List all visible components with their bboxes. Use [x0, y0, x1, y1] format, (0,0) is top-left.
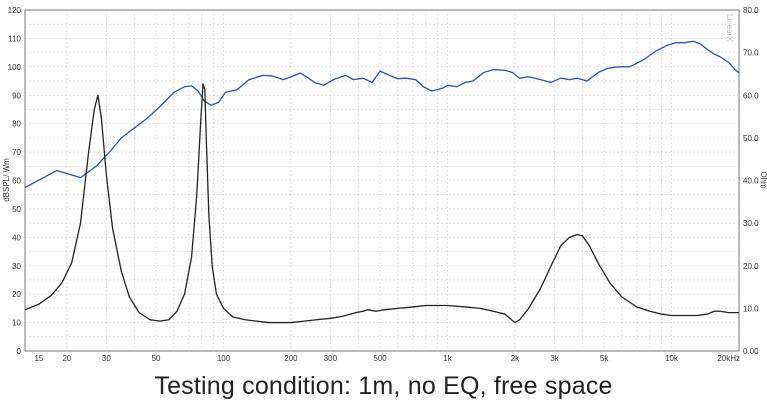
left-tick-label: 30: [12, 262, 21, 271]
series-line-impedance: [24, 83, 739, 324]
left-tick-label: 120: [8, 6, 22, 15]
left-tick-label: 110: [8, 34, 21, 43]
left-tick-label: 60: [12, 177, 21, 186]
left-axis-label: dBSPL/ Wm: [2, 158, 11, 202]
left-tick-label: 10: [12, 319, 21, 328]
right-tick-label: 20.0: [743, 262, 759, 271]
x-tick-label: 20kHz: [717, 354, 740, 363]
x-tick-label: 10k: [665, 354, 679, 363]
x-tick-label: 5k: [600, 354, 609, 363]
chart-caption: Testing condition: 1m, no EQ, free space: [154, 372, 613, 400]
right-tick-label: 50.0: [743, 134, 759, 143]
x-tick-label: 200: [284, 354, 298, 363]
right-tick-label: 70.0: [743, 49, 759, 58]
right-axis-ticks: 0.00 10.0 20.0 30.0 40.0 50.0 60.0 70.0 80.0: [743, 6, 759, 356]
x-tick-label: 2k: [511, 354, 520, 363]
x-tick-label: 300: [324, 354, 338, 363]
left-tick-label: 0: [17, 347, 22, 356]
right-tick-label: 0.00: [743, 347, 759, 356]
right-axis-label: Ohm: [759, 171, 767, 189]
x-tick-label: 100: [217, 354, 231, 363]
right-tick-label: 30.0: [743, 219, 759, 228]
series-layer: [24, 40, 740, 324]
left-tick-label: 20: [12, 290, 21, 299]
left-tick-label: 80: [12, 120, 21, 129]
x-tick-label: 20: [62, 354, 71, 363]
right-tick-label: 40.0: [743, 177, 759, 186]
left-tick-label: 70: [12, 148, 21, 157]
grid-layer: [25, 10, 739, 351]
right-tick-label: 60.0: [743, 91, 759, 100]
x-tick-label: 3k: [550, 354, 559, 363]
right-tick-label: 80.0: [743, 6, 759, 15]
left-tick-label: 40: [12, 233, 21, 242]
x-tick-label: 15: [34, 354, 43, 363]
x-tick-label: 500: [373, 354, 387, 363]
left-tick-label: 50: [12, 205, 21, 214]
series-line-spl: [24, 40, 740, 189]
x-tick-label: 50: [152, 354, 161, 363]
x-tick-label: 30: [102, 354, 111, 363]
right-tick-label: 10.0: [743, 304, 759, 313]
left-axis-ticks: 0 10 20 30 40 50 60 70 80 90 100 110 120: [8, 6, 22, 356]
x-tick-label: 1k: [443, 354, 452, 363]
left-tick-label: 100: [8, 63, 22, 72]
x-axis-ticks: 15 20 30 50 100 200 300 500 1k 2k 3k 5k 10k 20kHz: [34, 354, 740, 363]
watermark-text: LinearX: [725, 14, 734, 42]
left-tick-label: 90: [12, 91, 21, 100]
